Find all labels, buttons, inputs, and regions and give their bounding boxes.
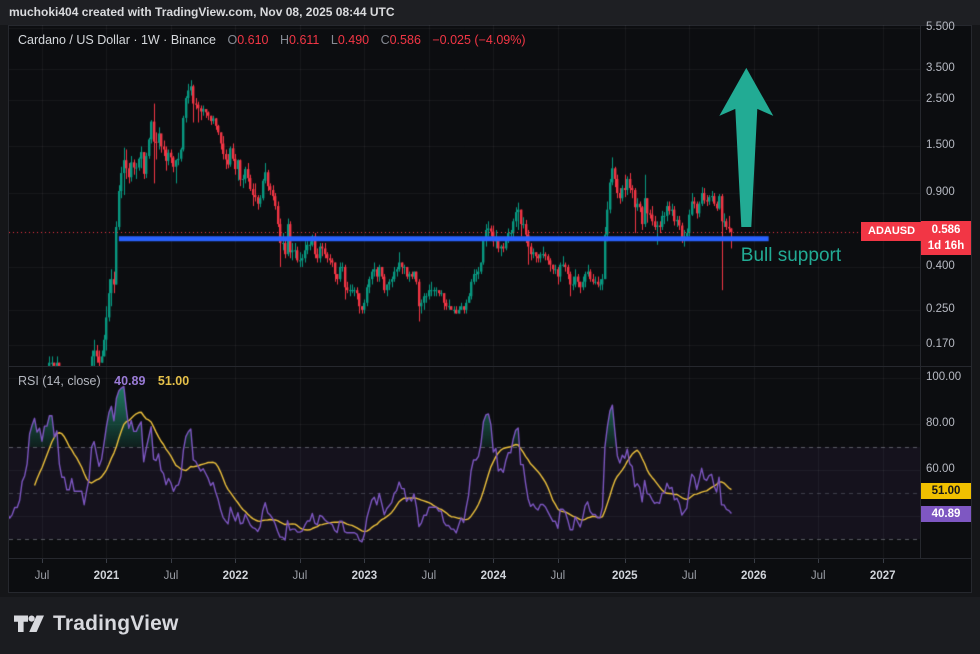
rsi-ma-value: 51.00 [157, 374, 190, 388]
rsi-ma-badge: 51.00 [921, 482, 971, 499]
close-value: 0.586 [389, 33, 421, 47]
tradingview-logo[interactable]: TradingView [14, 612, 179, 636]
time-tick-mark [493, 559, 494, 563]
symbol-title: Cardano / US Dollar · 1W · Binance [18, 33, 216, 47]
time-tick-mark [300, 559, 301, 563]
price-tick-label: 2.500 [926, 92, 955, 105]
time-tick-label: 2021 [93, 570, 120, 582]
time-tick-mark [42, 559, 43, 563]
time-tick-mark [754, 559, 755, 563]
low-label: L [330, 33, 338, 47]
rsi-tick-label: 80.00 [926, 417, 955, 429]
time-tick-mark [625, 559, 626, 563]
time-tick-label: 2026 [740, 570, 767, 582]
tradingview-logo-text: TradingView [53, 612, 179, 635]
time-tick-label: 2023 [351, 570, 378, 582]
bull-support-text: Bull support [740, 245, 842, 267]
footer-bar: TradingView [0, 597, 980, 654]
time-tick-label: Jul [421, 570, 437, 582]
time-tick-mark [106, 559, 107, 563]
price-axis-border [920, 25, 921, 558]
current-price-value: 0.586 [931, 224, 961, 237]
time-tick-mark [883, 559, 884, 563]
attribution-text: muchoki404 created with TradingView.com,… [9, 5, 395, 19]
price-tick-label: 0.900 [926, 186, 955, 198]
bull-support-label[interactable]: Bull support [741, 245, 841, 267]
time-tick-mark [818, 559, 819, 563]
price-tick-label: 1.500 [926, 139, 955, 152]
time-tick-mark [429, 559, 430, 563]
time-tick-label: 2024 [480, 570, 507, 582]
close-label: C [380, 33, 390, 47]
open-label: O [227, 33, 238, 47]
time-tick-mark [558, 559, 559, 563]
high-value: 0.611 [289, 33, 320, 47]
price-tick-label: 5.500 [926, 20, 955, 33]
rsi-ma-badge-text: 51.00 [931, 484, 961, 497]
time-tick-label: Jul [681, 570, 697, 582]
rsi-tick-label: 100.00 [926, 371, 962, 383]
high-label: H [279, 33, 290, 47]
rsi-value-badge: 40.89 [921, 505, 971, 522]
symbol-price-label-badge: ADAUSD [861, 222, 923, 242]
time-tick-label: 2022 [222, 570, 249, 582]
tradingview-logo-icon [14, 615, 44, 632]
pane-separator[interactable] [9, 366, 971, 367]
price-tick-label: 0.170 [926, 337, 955, 350]
rsi-value: 40.89 [114, 374, 146, 388]
rsi-title: RSI (14, close) [18, 374, 101, 388]
up-arrow-annotation[interactable] [719, 67, 774, 228]
time-tick-label: Jul [550, 570, 566, 582]
low-value: 0.490 [337, 33, 370, 47]
price-tick-label: 3.500 [926, 62, 955, 75]
current-price-badge: 0.586 1d 16h [921, 221, 971, 256]
time-tick-label: 2025 [612, 570, 638, 582]
time-tick-label: Jul [163, 570, 179, 582]
rsi-legend: RSI (14, close) 40.89 51.00 [18, 374, 189, 388]
time-tick-label: Jul [292, 570, 308, 582]
time-tick-label: Jul [810, 570, 826, 582]
time-tick-mark [364, 559, 365, 563]
open-value: 0.610 [237, 33, 269, 47]
time-axis-border [9, 558, 971, 559]
attribution-bar: muchoki404 created with TradingView.com,… [0, 0, 980, 25]
symbol-badge-text: ADAUSD [868, 225, 916, 238]
time-tick-mark [171, 559, 172, 563]
price-tick-label: 0.250 [926, 302, 955, 315]
price-tick-label: 0.400 [926, 259, 955, 272]
change-value: −0.025 (−4.09%) [432, 33, 526, 47]
bar-countdown: 1d 16h [927, 240, 965, 253]
time-tick-label: Jul [34, 570, 50, 582]
symbol-legend: Cardano / US Dollar · 1W · Binance O0.61… [18, 33, 526, 47]
rsi-tick-label: 60.00 [926, 463, 955, 475]
time-tick-mark [689, 559, 690, 563]
rsi-value-badge-text: 40.89 [931, 507, 961, 520]
time-tick-mark [235, 559, 236, 563]
time-tick-label: 2027 [869, 570, 896, 582]
price-chart-canvas[interactable] [9, 25, 920, 558]
